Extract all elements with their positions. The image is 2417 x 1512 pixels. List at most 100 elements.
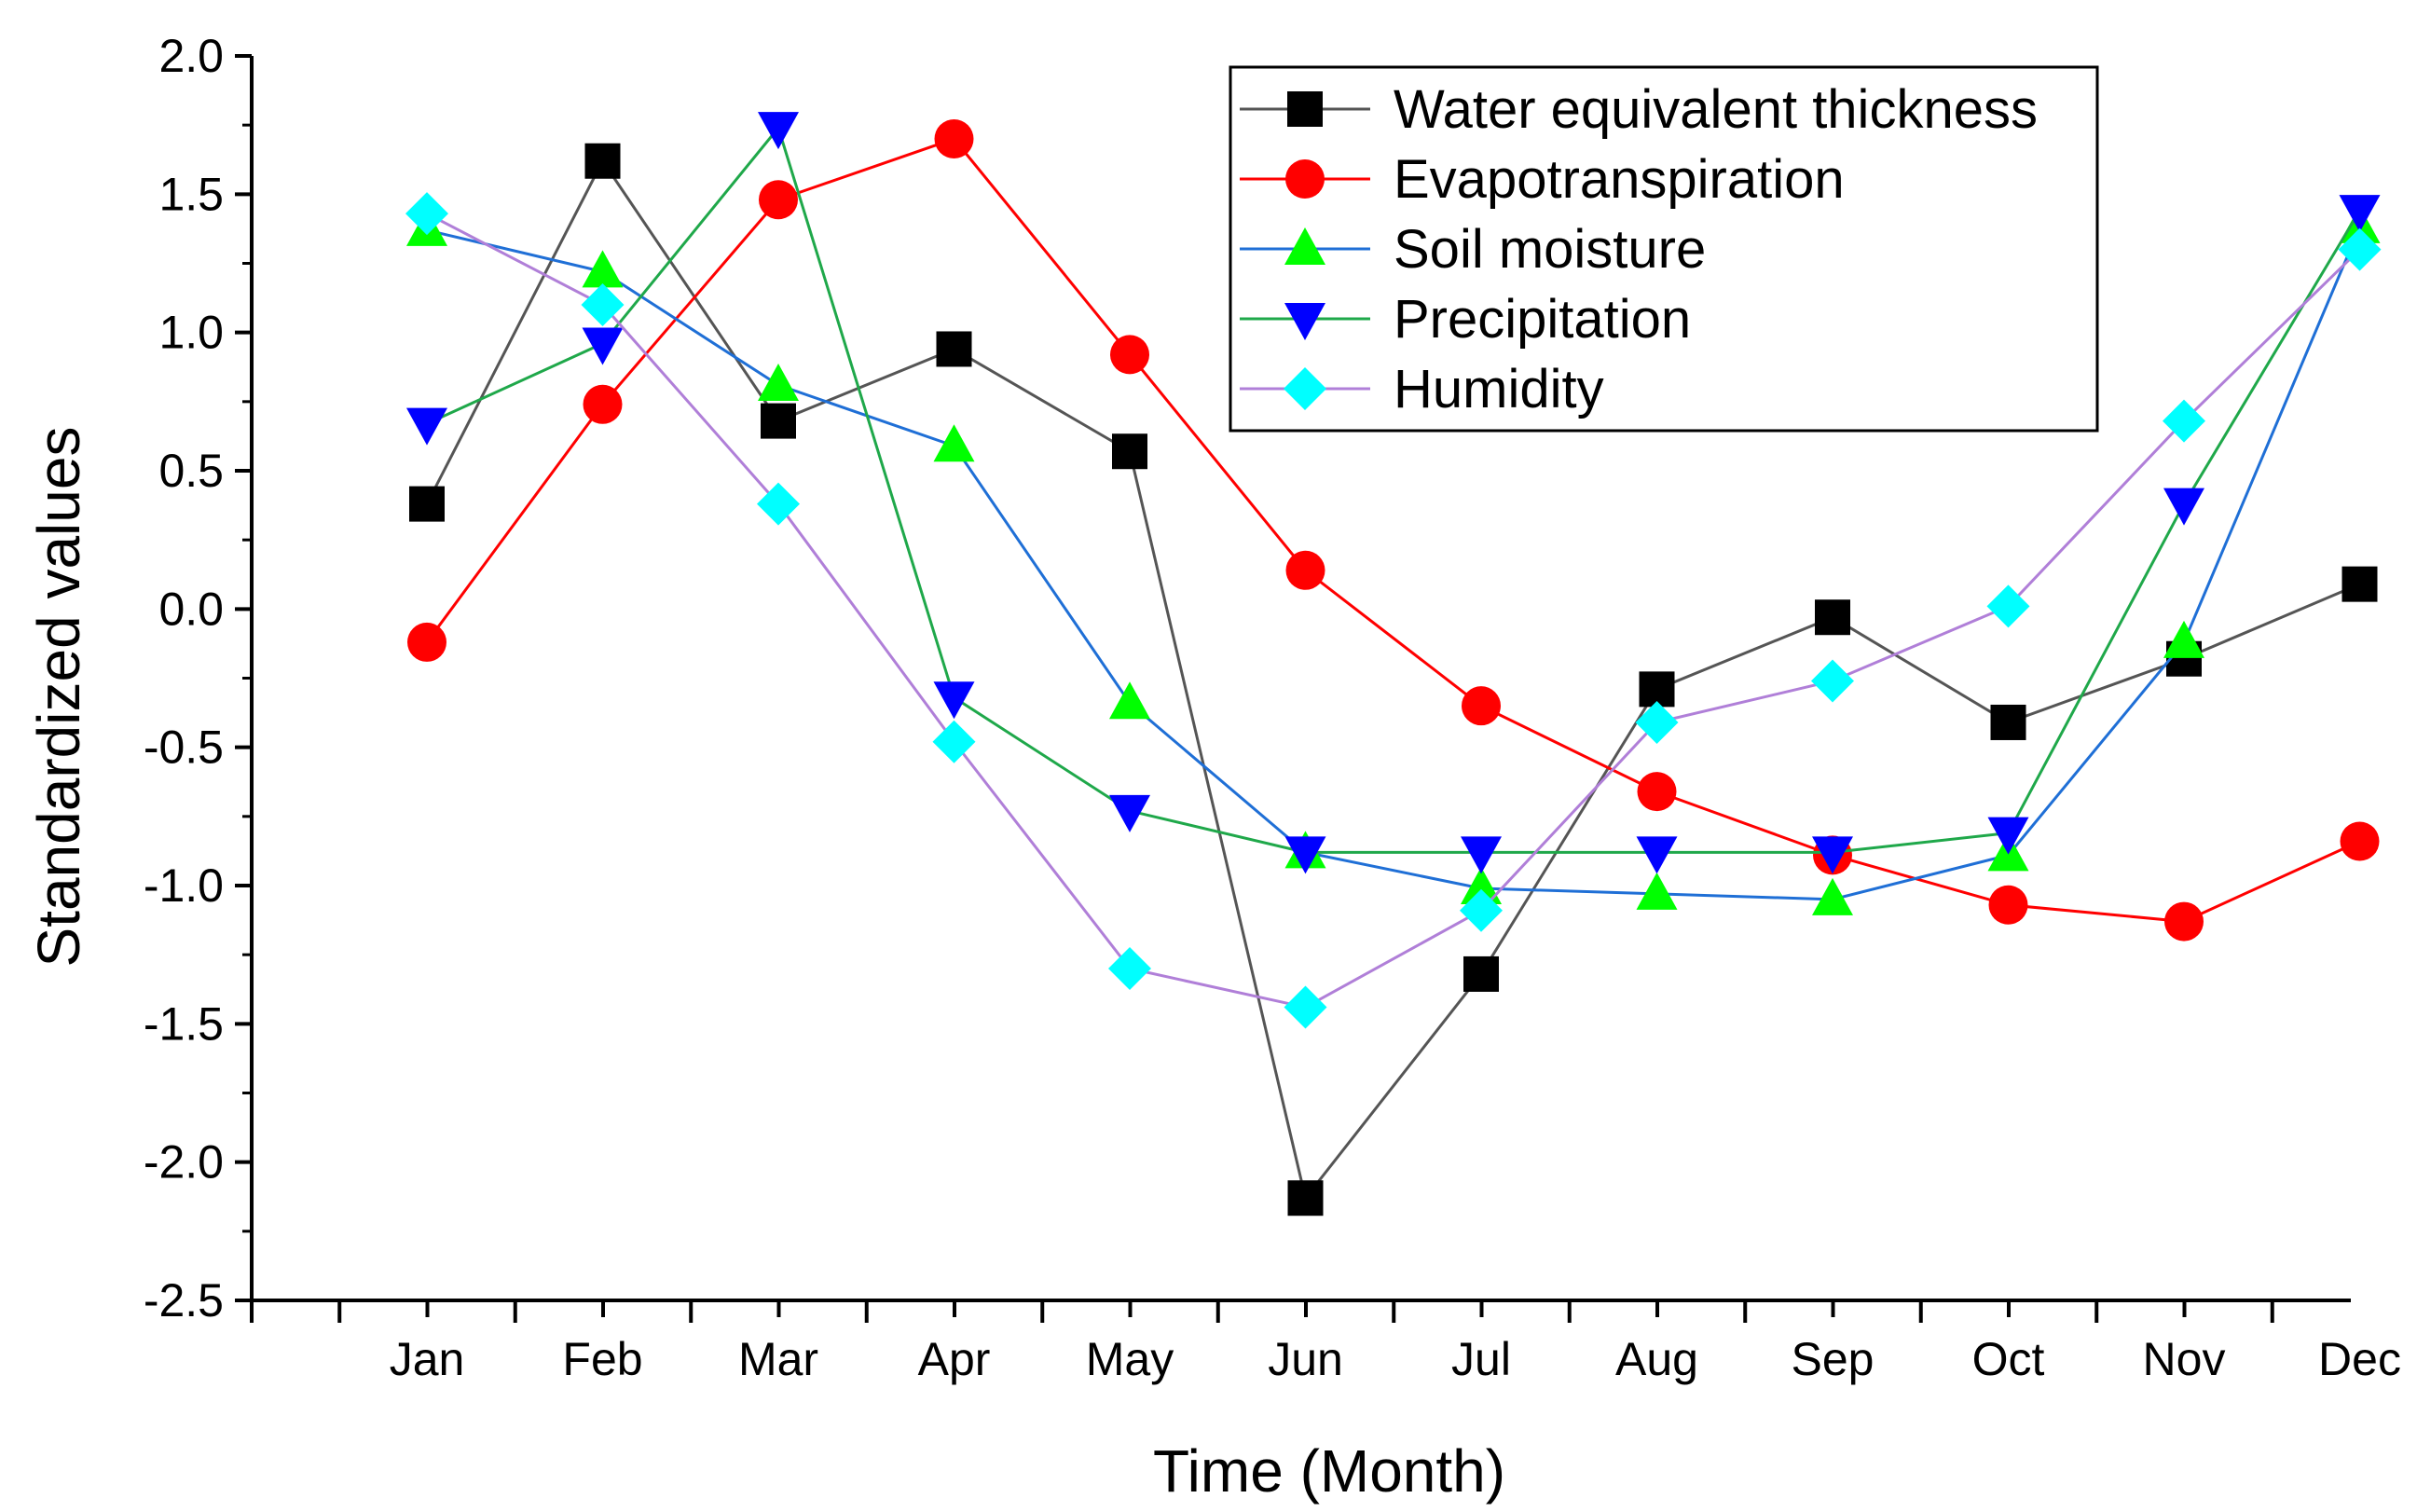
legend-marker-evapotranspiration <box>1285 159 1325 199</box>
data-point-water-equivalent-thickness <box>1112 433 1147 470</box>
y-ticks: 2.0 1.5 1.0 0.5 0.0 -0.5 -1.0 -1.5 -2.0 -2.5 <box>144 30 252 1326</box>
data-point-humidity <box>1986 584 2030 628</box>
legend-label-evapotranspiration: Evapotranspiration <box>1394 149 1845 210</box>
x-tick-label: Mar <box>738 1333 818 1385</box>
data-point-humidity <box>757 482 800 526</box>
data-point-soil-moisture <box>2163 620 2204 658</box>
data-point-evapotranspiration <box>759 180 798 220</box>
x-tick-label: Aug <box>1615 1333 1698 1385</box>
legend-label-water-equivalent-thickness: Water equivalent thickness <box>1394 79 2038 140</box>
data-point-evapotranspiration <box>2340 821 2380 861</box>
data-point-water-equivalent-thickness <box>1463 955 1499 992</box>
data-point-precipitation <box>933 681 975 720</box>
legend-label-humidity: Humidity <box>1394 359 1604 419</box>
series-line-precipitation <box>426 125 2361 854</box>
legend-marker-precipitation <box>1284 303 1325 340</box>
data-point-water-equivalent-thickness <box>1815 599 1850 636</box>
data-point-precipitation <box>1284 836 1326 874</box>
x-tick-label: Sep <box>1792 1333 1875 1385</box>
data-point-humidity <box>1460 888 1503 932</box>
series-line-evapotranspiration <box>425 137 2361 924</box>
data-point-precipitation <box>582 327 624 365</box>
y-tick-label: -1.5 <box>144 997 224 1050</box>
y-axis-title: Standardized values <box>25 427 92 968</box>
data-point-humidity <box>1635 700 1679 744</box>
y-tick-label: 0.5 <box>158 445 224 497</box>
x-tick-label: Feb <box>562 1333 642 1385</box>
data-point-humidity <box>1108 947 1151 990</box>
data-point-humidity <box>2338 227 2382 271</box>
data-point-water-equivalent-thickness <box>409 486 445 522</box>
y-tick-label: -2.0 <box>144 1136 224 1189</box>
y-tick-label: 2.0 <box>158 30 224 82</box>
legend-box <box>1229 65 2099 433</box>
data-point-soil-moisture <box>1461 866 1502 904</box>
data-point-soil-moisture <box>582 250 624 288</box>
data-point-soil-moisture <box>1636 872 1678 910</box>
legend-label-precipitation: Precipitation <box>1394 289 1691 350</box>
series-evapotranspiration <box>407 119 2380 942</box>
data-point-soil-moisture <box>1109 681 1150 720</box>
x-tick-label: May <box>1086 1333 1174 1385</box>
data-point-evapotranspiration <box>2164 901 2204 942</box>
x-tick-label: Nov <box>2143 1333 2226 1385</box>
y-tick-label: 1.0 <box>158 307 224 359</box>
x-tick-label: Oct <box>1972 1333 2045 1385</box>
data-point-evapotranspiration <box>1285 550 1325 590</box>
data-point-soil-moisture <box>1812 877 1853 915</box>
data-point-precipitation <box>1812 836 1853 874</box>
data-point-water-equivalent-thickness <box>761 403 796 439</box>
x-tick-label: Jul <box>1451 1333 1511 1385</box>
series-line-soil-moisture <box>426 227 2361 901</box>
data-point-water-equivalent-thickness <box>584 143 621 179</box>
data-point-humidity <box>581 283 625 326</box>
data-point-evapotranspiration <box>1110 335 1149 375</box>
data-point-water-equivalent-thickness <box>2341 566 2378 602</box>
legend-marker-water-equivalent-thickness <box>1287 91 1323 127</box>
data-point-humidity <box>1284 985 1327 1029</box>
data-point-evapotranspiration <box>1462 686 1501 726</box>
data-point-precipitation <box>758 112 799 150</box>
data-point-evapotranspiration <box>407 622 446 662</box>
data-point-humidity <box>2163 399 2205 443</box>
data-point-evapotranspiration <box>934 119 974 158</box>
data-point-water-equivalent-thickness <box>1287 1180 1324 1216</box>
x-tick-label: Jan <box>390 1333 465 1385</box>
data-point-evapotranspiration <box>1637 772 1677 812</box>
legend: Water equivalent thickness Evapotranspira… <box>1229 65 2099 433</box>
series-group <box>405 112 2382 1216</box>
data-point-humidity <box>405 192 448 236</box>
y-tick-label: -2.5 <box>144 1274 224 1326</box>
y-tick-label: -0.5 <box>144 722 224 774</box>
data-point-humidity <box>932 720 976 763</box>
data-point-precipitation <box>1461 836 1502 874</box>
y-tick-label: -1.0 <box>144 859 224 912</box>
data-point-evapotranspiration <box>1988 885 2028 925</box>
x-tick-label: Jun <box>1268 1333 1343 1385</box>
data-point-precipitation <box>1636 836 1678 874</box>
data-point-water-equivalent-thickness <box>936 331 972 367</box>
data-point-soil-moisture <box>758 364 799 402</box>
x-tick-label: Apr <box>918 1333 991 1385</box>
x-tick-label: Dec <box>2318 1333 2401 1385</box>
data-point-precipitation <box>1109 794 1150 832</box>
legend-marker-humidity <box>1284 367 1326 410</box>
data-point-precipitation <box>2339 195 2381 233</box>
data-point-soil-moisture <box>933 424 975 462</box>
x-ticks: Jan Feb Mar Apr May Jun Jul Aug Sep Oct Nov Dec <box>250 1300 2401 1385</box>
data-point-humidity <box>1811 659 1854 703</box>
series-precipitation <box>406 112 2381 874</box>
x-axis-title: Time (Month) <box>1153 1437 1505 1505</box>
legend-label-soil-moisture: Soil moisture <box>1394 219 1706 280</box>
series-line-water-equivalent-thickness <box>425 158 2361 1202</box>
data-point-precipitation <box>2163 488 2204 526</box>
series-humidity <box>405 192 2382 1029</box>
data-point-evapotranspiration <box>583 384 623 424</box>
y-tick-label: 0.0 <box>158 583 224 635</box>
data-point-precipitation <box>406 407 447 446</box>
y-tick-label: 1.5 <box>158 168 224 220</box>
data-point-water-equivalent-thickness <box>1990 704 2026 740</box>
series-line-humidity <box>426 212 2361 1010</box>
